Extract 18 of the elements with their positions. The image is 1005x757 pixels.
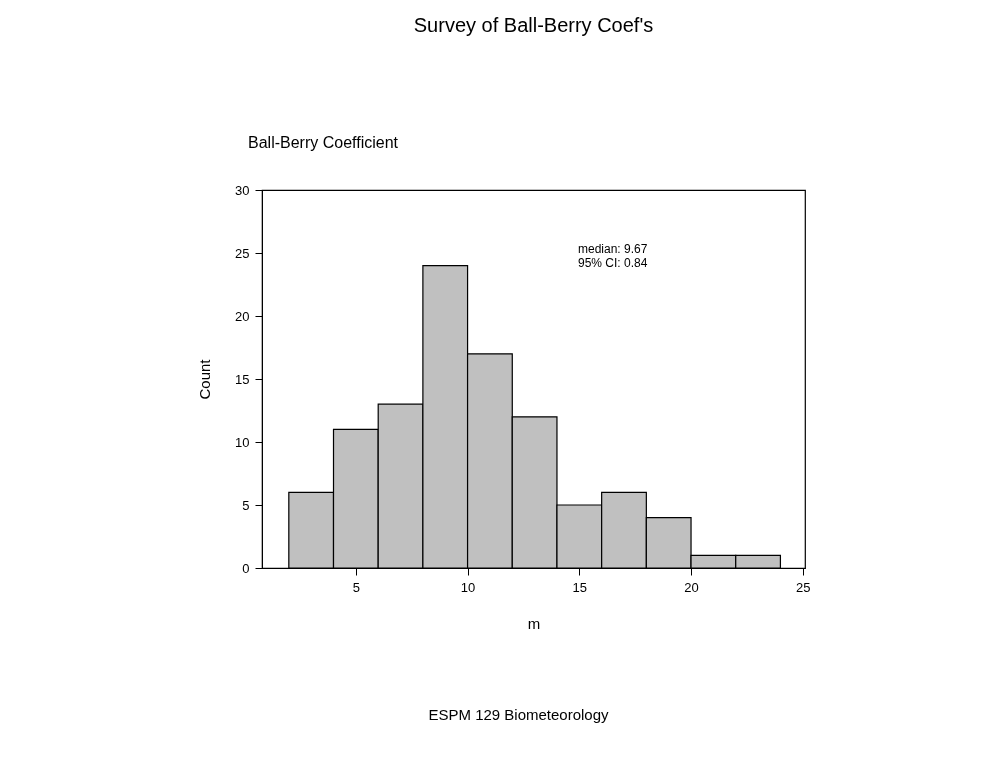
y-tick-label: 20 (235, 308, 250, 324)
y-tick-label: 15 (235, 371, 250, 387)
chart-subtitle: Ball-Berry Coefficient (248, 134, 399, 151)
x-axis-title: m (527, 614, 541, 632)
x-tick-label: 20 (684, 579, 699, 595)
x-tick-label: 25 (796, 579, 811, 595)
chart-title: Survey of Ball-Berry Coef's (413, 14, 654, 36)
annotation: median: 9.67 95% CI: 0.84 (578, 242, 648, 270)
text: ESPM 129 Biometeorology (428, 706, 610, 723)
y-tick-label: 0 (242, 560, 250, 576)
y-tick-label: 10 (235, 434, 250, 450)
x-tick-label: 5 (352, 579, 360, 595)
x-tick-label: 15 (572, 579, 588, 595)
y-tick-label: 30 (235, 182, 250, 198)
y-axis-title: Count (196, 358, 214, 400)
y-tick-label: 5 (242, 497, 250, 513)
x-tick-label: 10 (460, 579, 476, 595)
y-tick-label: 25 (235, 245, 250, 261)
